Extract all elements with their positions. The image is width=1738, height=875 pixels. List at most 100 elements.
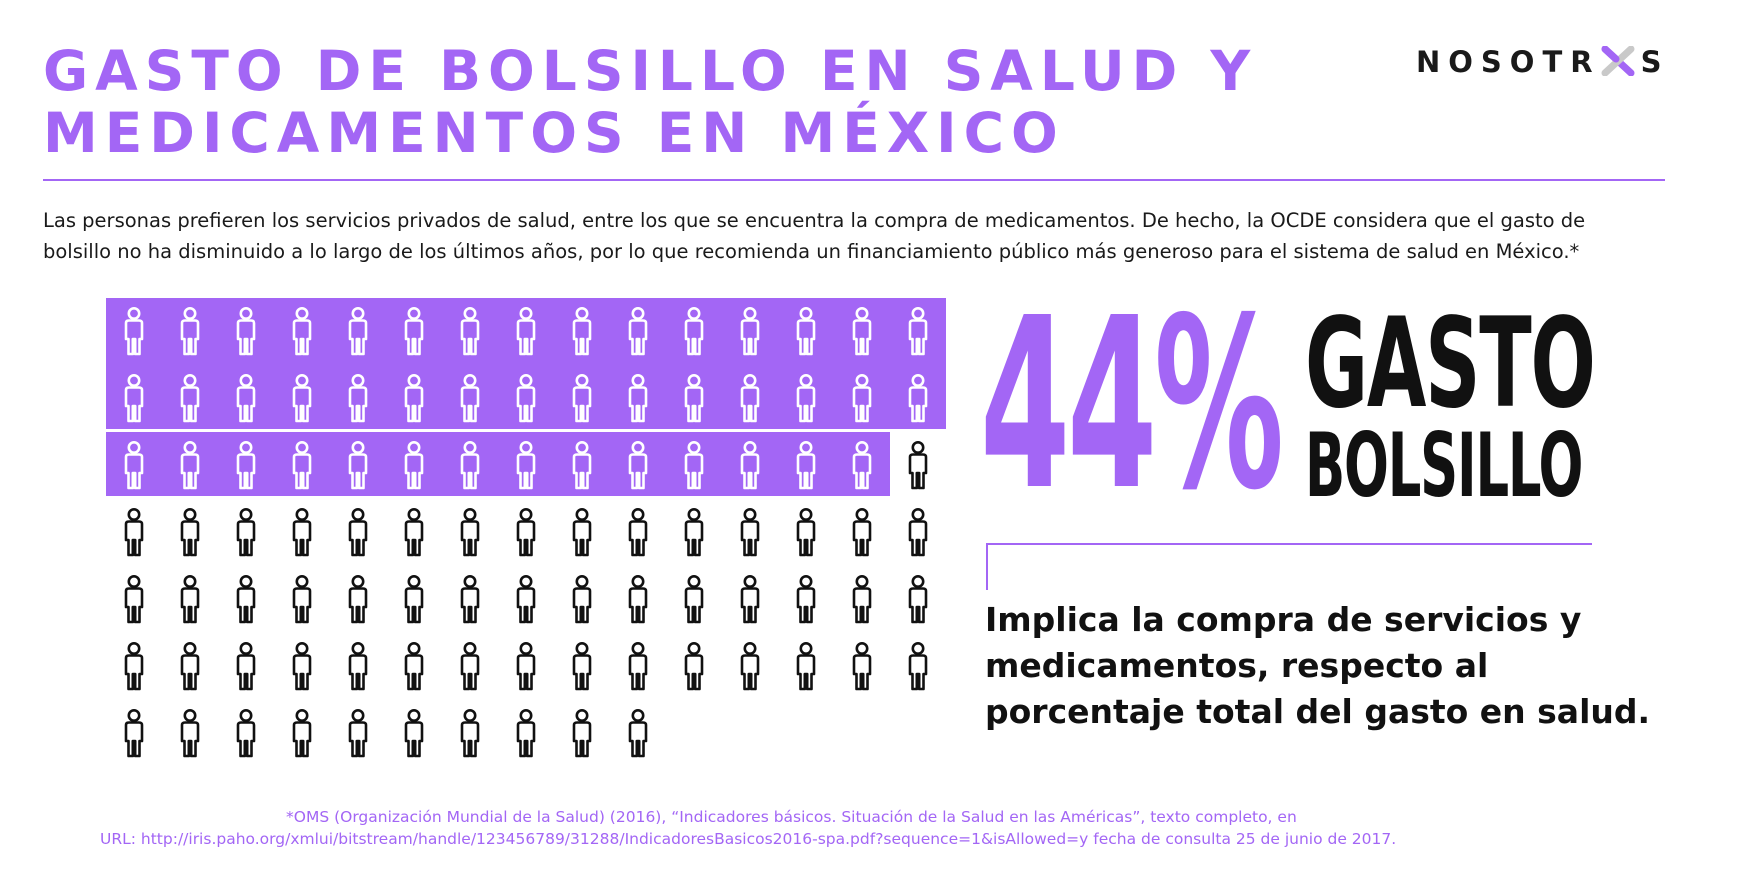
- person-icon: [177, 507, 203, 559]
- person-icon-highlighted: [177, 440, 203, 492]
- person-icon-highlighted: [401, 373, 427, 425]
- bracket-divider-vertical: [986, 543, 988, 590]
- person-icon: [849, 574, 875, 626]
- person-icon: [737, 507, 763, 559]
- person-icon: [681, 574, 707, 626]
- person-icon: [625, 507, 651, 559]
- person-icon-highlighted: [177, 373, 203, 425]
- person-icon: [513, 641, 539, 693]
- person-icon: [289, 507, 315, 559]
- person-icon-highlighted: [401, 306, 427, 358]
- person-icon-highlighted: [569, 440, 595, 492]
- person-icon-highlighted: [345, 440, 371, 492]
- person-icon-highlighted: [457, 306, 483, 358]
- person-icon: [737, 641, 763, 693]
- person-icon: [513, 574, 539, 626]
- person-icon: [401, 641, 427, 693]
- highlight-block-partial-row: [106, 432, 890, 496]
- person-icon: [793, 641, 819, 693]
- brand-logo: NOSOTR S: [1416, 45, 1716, 85]
- title-line-2: MEDICAMENTOS EN MÉXICO: [43, 101, 1065, 165]
- person-icon-highlighted: [345, 373, 371, 425]
- person-icon-highlighted: [513, 440, 539, 492]
- person-icon-highlighted: [289, 440, 315, 492]
- person-icon-highlighted: [625, 373, 651, 425]
- person-icon-highlighted: [569, 306, 595, 358]
- stat-label-line-2: BOLSILLO: [1305, 414, 1583, 517]
- person-icon: [233, 507, 259, 559]
- person-icon-highlighted: [569, 373, 595, 425]
- person-icon: [569, 507, 595, 559]
- person-icon-highlighted: [177, 306, 203, 358]
- person-icon: [345, 708, 371, 760]
- person-icon-highlighted: [233, 373, 259, 425]
- person-icon-highlighted: [737, 373, 763, 425]
- stat-percentage: 44%: [980, 267, 1284, 542]
- person-icon: [569, 708, 595, 760]
- person-icon-highlighted: [457, 440, 483, 492]
- person-icon: [625, 574, 651, 626]
- person-icon-highlighted: [457, 373, 483, 425]
- person-icon: [457, 507, 483, 559]
- x-logo-mark-icon: [1601, 46, 1635, 76]
- person-icon: [625, 708, 651, 760]
- person-icon-highlighted: [681, 373, 707, 425]
- person-icon: [849, 641, 875, 693]
- bracket-divider-horizontal: [986, 543, 1592, 545]
- pictogram-grid: [106, 298, 946, 778]
- person-icon-highlighted: [289, 373, 315, 425]
- description-line-2: medicamentos, respecto al: [985, 646, 1489, 685]
- person-icon: [177, 641, 203, 693]
- person-icon: [289, 574, 315, 626]
- person-icon: [121, 641, 147, 693]
- person-icon: [121, 574, 147, 626]
- footnote-line-2: URL: http://iris.paho.org/xmlui/bitstrea…: [100, 830, 1397, 848]
- person-icon: [457, 641, 483, 693]
- stat-label-line-1: GASTO: [1305, 292, 1596, 436]
- person-icon: [289, 641, 315, 693]
- footnote-line-1: *OMS (Organización Mundial de la Salud) …: [286, 808, 1297, 826]
- intro-line-2: bolsillo no ha disminuido a lo largo de …: [43, 240, 1580, 263]
- person-icon: [233, 574, 259, 626]
- person-icon: [569, 641, 595, 693]
- person-icon-highlighted: [513, 373, 539, 425]
- person-icon-highlighted: [121, 373, 147, 425]
- person-icon: [625, 641, 651, 693]
- person-icon-highlighted: [513, 306, 539, 358]
- person-icon: [457, 574, 483, 626]
- person-icon: [849, 507, 875, 559]
- person-icon-highlighted: [625, 440, 651, 492]
- person-icon-highlighted: [121, 306, 147, 358]
- person-icon: [681, 641, 707, 693]
- page-title: GASTO DE BOLSILLO EN SALUD Y MEDICAMENTO…: [43, 39, 1258, 165]
- stat-label: GASTO BOLSILLO: [1305, 300, 1625, 512]
- person-icon: [177, 708, 203, 760]
- person-icon: [233, 708, 259, 760]
- person-icon: [401, 708, 427, 760]
- person-icon: [233, 641, 259, 693]
- person-icon: [121, 708, 147, 760]
- person-icon: [345, 574, 371, 626]
- person-icon: [905, 440, 931, 492]
- intro-line-1: Las personas prefieren los servicios pri…: [43, 209, 1586, 232]
- person-icon-highlighted: [793, 373, 819, 425]
- person-icon-highlighted: [849, 440, 875, 492]
- person-icon: [905, 507, 931, 559]
- title-line-1: GASTO DE BOLSILLO EN SALUD Y: [43, 39, 1258, 103]
- stat-description: Implica la compra de servicios y medicam…: [985, 597, 1685, 735]
- person-icon-highlighted: [793, 440, 819, 492]
- person-icon-highlighted: [121, 440, 147, 492]
- person-icon: [345, 641, 371, 693]
- person-icon-highlighted: [345, 306, 371, 358]
- person-icon: [457, 708, 483, 760]
- person-icon: [177, 574, 203, 626]
- person-icon-highlighted: [625, 306, 651, 358]
- title-divider: [43, 179, 1665, 181]
- person-icon: [513, 507, 539, 559]
- person-icon-highlighted: [905, 373, 931, 425]
- person-icon-highlighted: [737, 306, 763, 358]
- description-line-3: porcentaje total del gasto en salud.: [985, 692, 1651, 731]
- source-footnote: *OMS (Organización Mundial de la Salud) …: [100, 806, 1680, 850]
- intro-paragraph: Las personas prefieren los servicios pri…: [43, 205, 1703, 267]
- person-icon-highlighted: [905, 306, 931, 358]
